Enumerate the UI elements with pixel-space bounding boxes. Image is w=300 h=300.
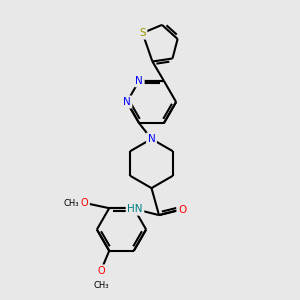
Text: N: N xyxy=(123,97,131,107)
Text: CH₃: CH₃ xyxy=(94,280,110,290)
Text: O: O xyxy=(81,198,88,208)
Text: N: N xyxy=(135,76,143,86)
Text: O: O xyxy=(98,266,106,276)
Text: CH₃: CH₃ xyxy=(64,199,80,208)
Text: O: O xyxy=(178,205,186,215)
Text: HN: HN xyxy=(127,204,143,214)
Text: N: N xyxy=(148,134,155,144)
Text: S: S xyxy=(139,28,146,38)
